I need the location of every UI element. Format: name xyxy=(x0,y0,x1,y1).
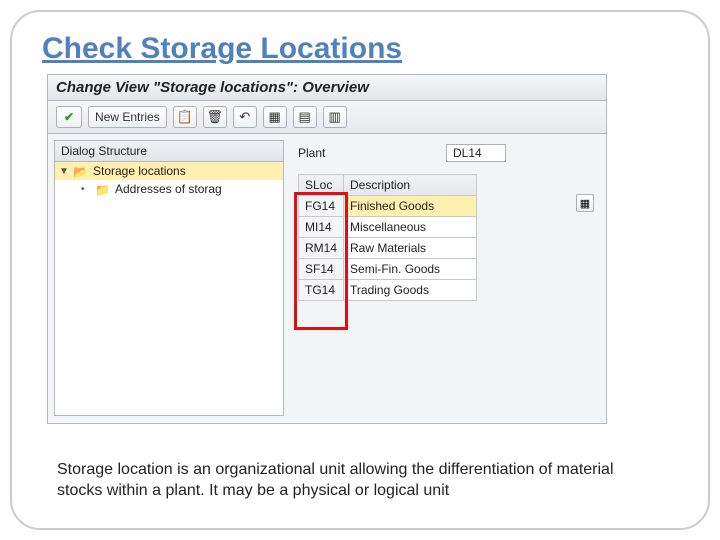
sloc-table-wrap: SLoc Description FG14MI14RM14SF14TG14 xyxy=(298,174,600,301)
slide-frame: Check Storage Locations Change View "Sto… xyxy=(10,10,710,530)
window-body: Dialog Structure ▼ 📂 Storage locations •… xyxy=(48,134,606,422)
sloc-cell: SF14 xyxy=(299,259,344,280)
desc-cell[interactable] xyxy=(344,217,477,238)
check-icon: ✔ xyxy=(64,110,74,124)
tree-item-addresses[interactable]: • 📁 Addresses of storag xyxy=(55,180,283,198)
copy-as-icon[interactable]: 📋 xyxy=(173,106,197,128)
plant-field-row: Plant DL14 xyxy=(298,144,600,162)
deselect-all-icon[interactable]: ▥ xyxy=(323,106,347,128)
window-title: Change View "Storage locations": Overvie… xyxy=(48,75,606,101)
tree-content: ▼ 📂 Storage locations • 📁 Addresses of s… xyxy=(55,162,283,415)
desc-cell[interactable] xyxy=(344,238,477,259)
plant-label: Plant xyxy=(298,146,438,160)
desc-input[interactable] xyxy=(350,241,470,255)
sloc-cell: MI14 xyxy=(299,217,344,238)
desc-cell[interactable] xyxy=(344,259,477,280)
delete-icon[interactable]: 🗑 xyxy=(203,106,227,128)
undo-icon[interactable]: ↶ xyxy=(233,106,257,128)
expander-icon[interactable]: ▼ xyxy=(59,166,69,177)
sap-window: Change View "Storage locations": Overvie… xyxy=(47,74,607,424)
table-header-row: SLoc Description xyxy=(299,175,477,196)
dialog-structure-panel: Dialog Structure ▼ 📂 Storage locations •… xyxy=(54,140,284,416)
toolbar: ✔ New Entries 📋 🗑 ↶ ▦ ▤ ▥ xyxy=(48,101,606,134)
desc-input[interactable] xyxy=(350,283,470,297)
desc-cell[interactable] xyxy=(344,196,477,217)
table-row[interactable]: TG14 xyxy=(299,280,477,301)
table-settings-icon[interactable]: ▦ xyxy=(576,194,594,212)
tree-header: Dialog Structure xyxy=(55,141,283,162)
desc-input[interactable] xyxy=(350,220,470,234)
bullet-icon: • xyxy=(81,184,91,195)
sloc-table: SLoc Description FG14MI14RM14SF14TG14 xyxy=(298,174,477,301)
table-row[interactable]: RM14 xyxy=(299,238,477,259)
desc-input[interactable] xyxy=(350,262,470,276)
desc-input[interactable] xyxy=(350,199,470,213)
expand-collapse-button[interactable]: ✔ xyxy=(56,106,82,128)
desc-cell[interactable] xyxy=(344,280,477,301)
select-block-icon[interactable]: ▤ xyxy=(293,106,317,128)
sloc-cell: RM14 xyxy=(299,238,344,259)
folder-open-icon: 📂 xyxy=(73,165,89,178)
sloc-cell: FG14 xyxy=(299,196,344,217)
table-row[interactable]: MI14 xyxy=(299,217,477,238)
sloc-cell: TG14 xyxy=(299,280,344,301)
col-sloc[interactable]: SLoc xyxy=(299,175,344,196)
tree-item-label: Storage locations xyxy=(93,164,186,178)
tree-item-storage-locations[interactable]: ▼ 📂 Storage locations xyxy=(55,162,283,180)
folder-icon: 📁 xyxy=(95,183,111,196)
table-row[interactable]: FG14 xyxy=(299,196,477,217)
table-row[interactable]: SF14 xyxy=(299,259,477,280)
slide-title: Check Storage Locations xyxy=(42,32,678,66)
col-description[interactable]: Description xyxy=(344,175,477,196)
new-entries-button[interactable]: New Entries xyxy=(88,106,167,128)
tree-item-label: Addresses of storag xyxy=(115,182,222,196)
main-panel: Plant DL14 SLoc Description FG14MI14RM14… xyxy=(290,140,600,416)
slide-caption: Storage location is an organizational un… xyxy=(57,460,663,502)
plant-value: DL14 xyxy=(446,144,506,162)
select-all-icon[interactable]: ▦ xyxy=(263,106,287,128)
